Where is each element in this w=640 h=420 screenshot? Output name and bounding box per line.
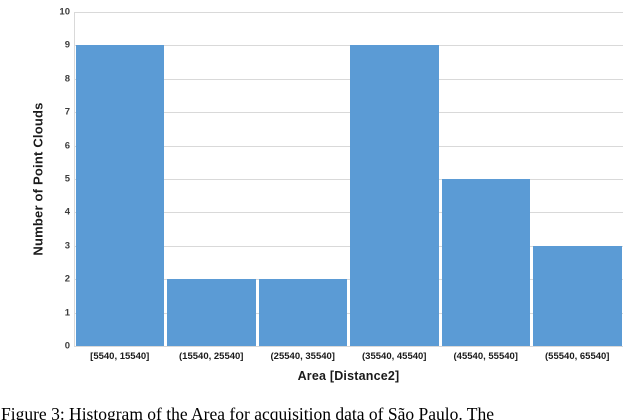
- gridline-y-10: [74, 12, 623, 13]
- y-tick-label-0: 0: [64, 340, 70, 352]
- x-tick-label-3: (35540, 45540]: [362, 351, 427, 362]
- gridline-y-2: [74, 279, 623, 281]
- y-tick-label-1: 1: [64, 307, 70, 319]
- y-tick-label-3: 3: [64, 240, 70, 252]
- histogram-bar-2: [258, 279, 347, 346]
- gridline-y-7: [74, 112, 623, 114]
- gridline-y-3: [74, 245, 623, 247]
- y-tick-label-6: 6: [64, 140, 70, 152]
- y-tick-label-4: 4: [64, 206, 70, 218]
- histogram-bar-4: [441, 179, 530, 346]
- gridline-y-1: [74, 312, 623, 314]
- gridline-y-0: [74, 346, 623, 347]
- y-tick-label-8: 8: [64, 73, 70, 85]
- histogram-bar-0: [75, 45, 164, 346]
- x-tick-label-5: (55540, 65540]: [545, 351, 610, 362]
- gridline-y-8: [74, 78, 623, 80]
- x-tick-label-1: (15540, 25540]: [179, 351, 244, 362]
- y-tick-label-5: 5: [64, 173, 70, 185]
- histogram-plot-area: [74, 12, 623, 347]
- x-tick-label-4: (45540, 55540]: [453, 351, 518, 362]
- x-tick-label-2: (25540, 35540]: [270, 351, 335, 362]
- gridline-y-9: [74, 45, 623, 47]
- gridline-y-6: [74, 145, 623, 147]
- figure-caption: Figure 3: Histogram of the Area for acqu…: [1, 404, 494, 420]
- histogram-bar-3: [350, 45, 439, 346]
- histogram-bar-1: [167, 279, 256, 346]
- y-tick-label-7: 7: [64, 106, 70, 118]
- x-tick-label-0: [5540, 15540]: [90, 351, 150, 362]
- x-axis-title: Area [Distance2]: [297, 369, 400, 383]
- gridline-y-5: [74, 179, 623, 180]
- y-tick-label-10: 10: [59, 6, 70, 18]
- y-tick-label-9: 9: [64, 39, 70, 51]
- gridline-y-4: [74, 212, 623, 214]
- histogram-bar-5: [533, 245, 622, 346]
- y-tick-label-2: 2: [64, 273, 70, 285]
